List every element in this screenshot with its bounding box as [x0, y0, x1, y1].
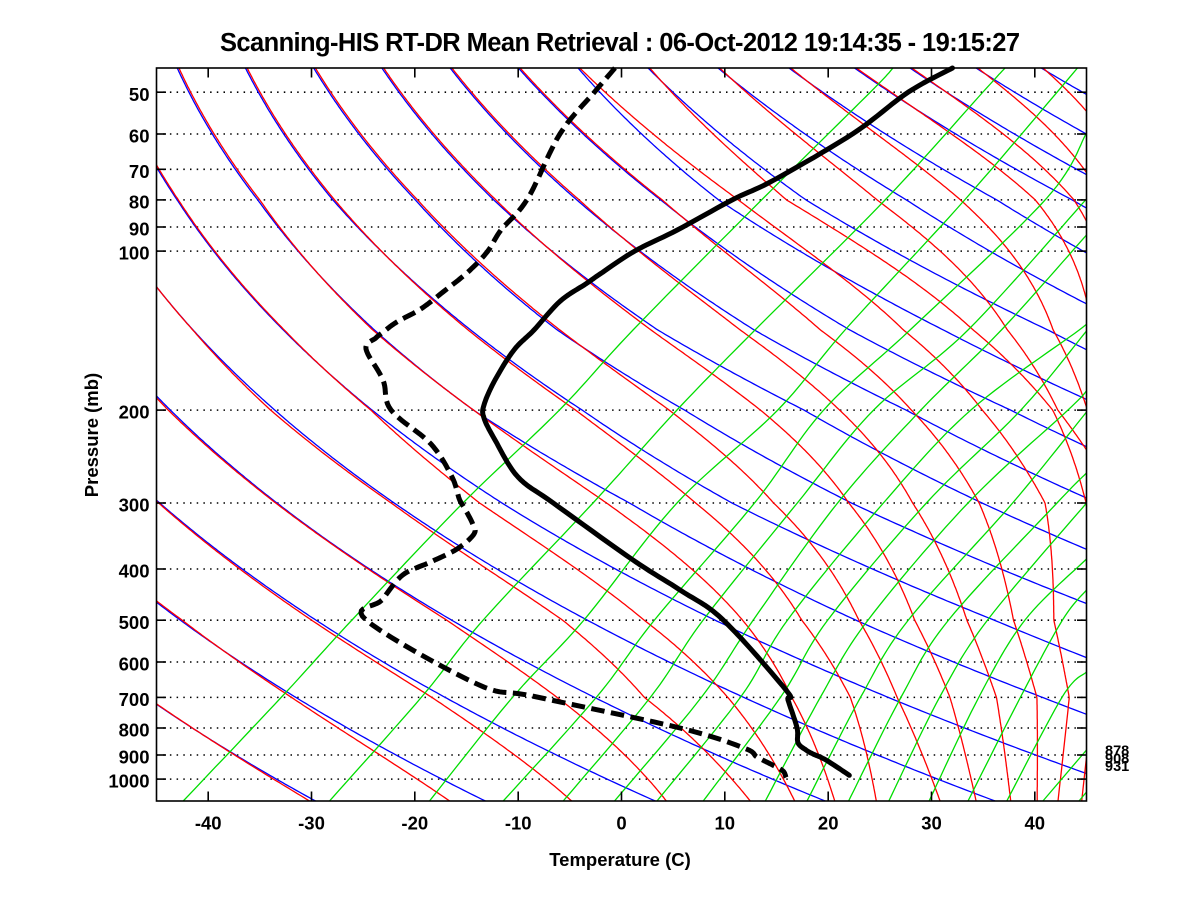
svg-text:10: 10	[715, 813, 736, 834]
svg-text:20: 20	[818, 813, 839, 834]
svg-text:800: 800	[119, 720, 150, 741]
svg-text:908: 908	[1105, 752, 1129, 768]
svg-text:40: 40	[1025, 813, 1046, 834]
svg-text:931: 931	[1105, 759, 1129, 775]
svg-text:-20: -20	[401, 813, 428, 834]
svg-text:400: 400	[119, 561, 150, 582]
svg-text:-10: -10	[505, 813, 532, 834]
svg-text:Temperature (C): Temperature (C)	[549, 849, 691, 870]
svg-text:60: 60	[129, 126, 150, 147]
svg-text:700: 700	[119, 689, 150, 710]
svg-text:600: 600	[119, 654, 150, 675]
svg-text:200: 200	[119, 402, 150, 423]
svg-text:50: 50	[129, 84, 150, 105]
svg-text:-40: -40	[195, 813, 222, 834]
svg-text:300: 300	[119, 495, 150, 516]
svg-text:-30: -30	[298, 813, 325, 834]
svg-text:100: 100	[119, 243, 150, 264]
svg-text:Scanning-HIS RT-DR Mean Retrie: Scanning-HIS RT-DR Mean Retrieval : 06-O…	[220, 29, 1020, 57]
svg-text:Pressure (mb): Pressure (mb)	[81, 373, 102, 497]
svg-text:0: 0	[616, 813, 626, 834]
svg-text:878: 878	[1105, 744, 1129, 760]
svg-text:90: 90	[129, 219, 150, 240]
svg-text:1000: 1000	[108, 771, 149, 792]
svg-text:500: 500	[119, 612, 150, 633]
svg-text:70: 70	[129, 161, 150, 182]
svg-text:80: 80	[129, 192, 150, 213]
svg-text:900: 900	[119, 747, 150, 768]
svg-text:30: 30	[921, 813, 942, 834]
